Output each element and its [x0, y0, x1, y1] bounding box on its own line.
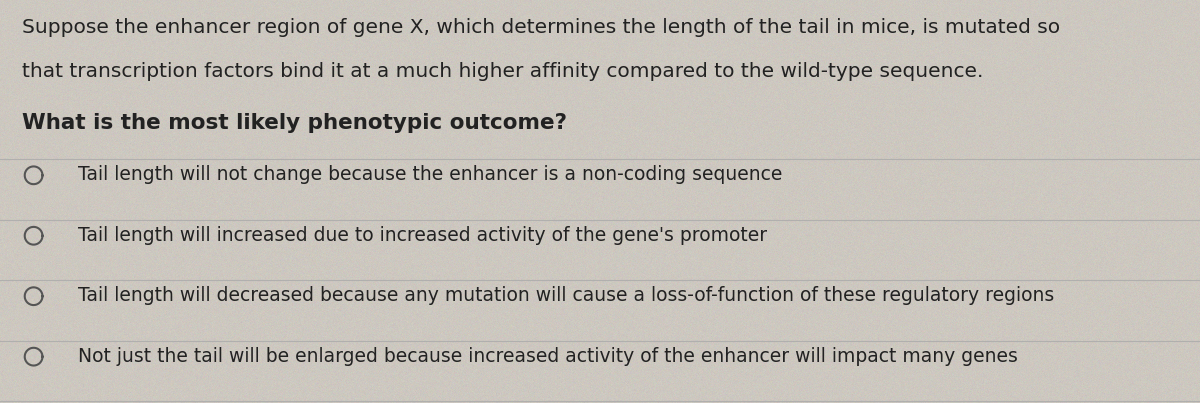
Text: Tail length will increased due to increased activity of the gene's promoter: Tail length will increased due to increa… [78, 226, 767, 245]
Text: that transcription factors bind it at a much higher affinity compared to the wil: that transcription factors bind it at a … [22, 62, 983, 81]
Text: Tail length will not change because the enhancer is a non-coding sequence: Tail length will not change because the … [78, 165, 782, 184]
Text: Suppose the enhancer region of gene X, which determines the length of the tail i: Suppose the enhancer region of gene X, w… [22, 18, 1060, 37]
Text: Tail length will decreased because any mutation will cause a loss-of-function of: Tail length will decreased because any m… [78, 286, 1055, 305]
Text: Not just the tail will be enlarged because increased activity of the enhancer wi: Not just the tail will be enlarged becau… [78, 347, 1018, 366]
Text: What is the most likely phenotypic outcome?: What is the most likely phenotypic outco… [22, 113, 566, 133]
